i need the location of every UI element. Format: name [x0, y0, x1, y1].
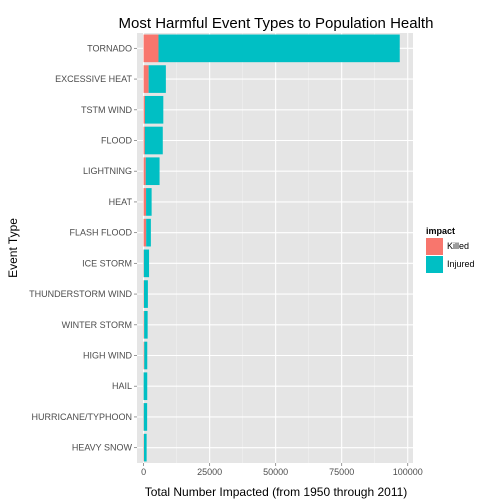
grid — [137, 33, 413, 463]
y-tick-label: HURRICANE/TYPHOON — [31, 412, 132, 422]
plot-panel — [137, 33, 413, 463]
bar-injured — [158, 34, 400, 63]
bar-killed — [143, 95, 145, 124]
x-axis-title: Total Number Impacted (from 1950 through… — [145, 485, 408, 499]
bar-killed — [143, 280, 145, 308]
x-tick-label: 50000 — [263, 467, 288, 477]
y-tick-label: WINTER STORM — [62, 320, 132, 330]
bars — [143, 34, 400, 462]
bar-killed — [143, 310, 145, 339]
bar-injured — [143, 280, 148, 308]
legend: impact Killed Injured — [426, 226, 475, 273]
y-tick-label: ICE STORM — [82, 258, 132, 268]
bar-injured — [148, 65, 166, 93]
legend-title: impact — [426, 226, 455, 236]
bar-killed — [143, 157, 146, 186]
bar-injured — [144, 95, 164, 124]
bar-killed — [143, 433, 145, 462]
y-axis-title: Event Type — [6, 218, 20, 278]
chart-title: Most Harmful Event Types to Population H… — [119, 15, 434, 32]
bar-injured — [144, 126, 163, 155]
y-tick-label: TSTM WIND — [81, 105, 132, 115]
bar-injured — [143, 372, 148, 401]
y-tick-label: EXCESSIVE HEAT — [55, 74, 132, 84]
y-tick-label: FLASH FLOOD — [69, 228, 132, 238]
legend-key-killed — [426, 238, 443, 255]
bar-killed — [143, 341, 145, 370]
x-tick-label: 75000 — [329, 467, 354, 477]
y-tick-label: HAIL — [112, 381, 132, 391]
y-tick-label: HIGH WIND — [83, 351, 132, 361]
y-tick-label: LIGHTNING — [83, 166, 132, 176]
bar-injured — [143, 249, 150, 278]
x-axis-ticks: 0 25000 50000 75000 100000 — [141, 463, 423, 477]
bar-killed — [143, 126, 145, 155]
bar-killed — [143, 218, 147, 247]
bar-injured — [144, 341, 148, 370]
y-tick-label: THUNDERSTORM WIND — [29, 289, 132, 299]
x-tick-label: 0 — [141, 467, 146, 477]
x-tick-label: 25000 — [197, 467, 222, 477]
bar-injured — [146, 218, 151, 247]
x-tick-label: 100000 — [393, 467, 423, 477]
y-tick-label: HEAT — [109, 197, 133, 207]
y-axis-ticks: TORNADO EXCESSIVE HEAT TSTM WIND FLOOD LIGHT… — [29, 43, 137, 453]
y-tick-label: FLOOD — [101, 136, 133, 146]
bar-injured — [144, 310, 148, 339]
bar-killed — [143, 34, 159, 63]
y-tick-label: TORNADO — [87, 43, 132, 53]
bar-killed — [143, 188, 147, 216]
legend-label-killed: Killed — [447, 241, 469, 251]
bar-injured — [143, 403, 148, 431]
bar-killed — [143, 65, 149, 93]
legend-key-injured — [426, 256, 443, 273]
bar-injured — [146, 188, 152, 216]
y-tick-label: HEAVY SNOW — [72, 443, 133, 453]
bar-injured — [145, 157, 160, 186]
legend-label-injured: Injured — [447, 259, 475, 269]
bar-injured — [143, 433, 147, 462]
